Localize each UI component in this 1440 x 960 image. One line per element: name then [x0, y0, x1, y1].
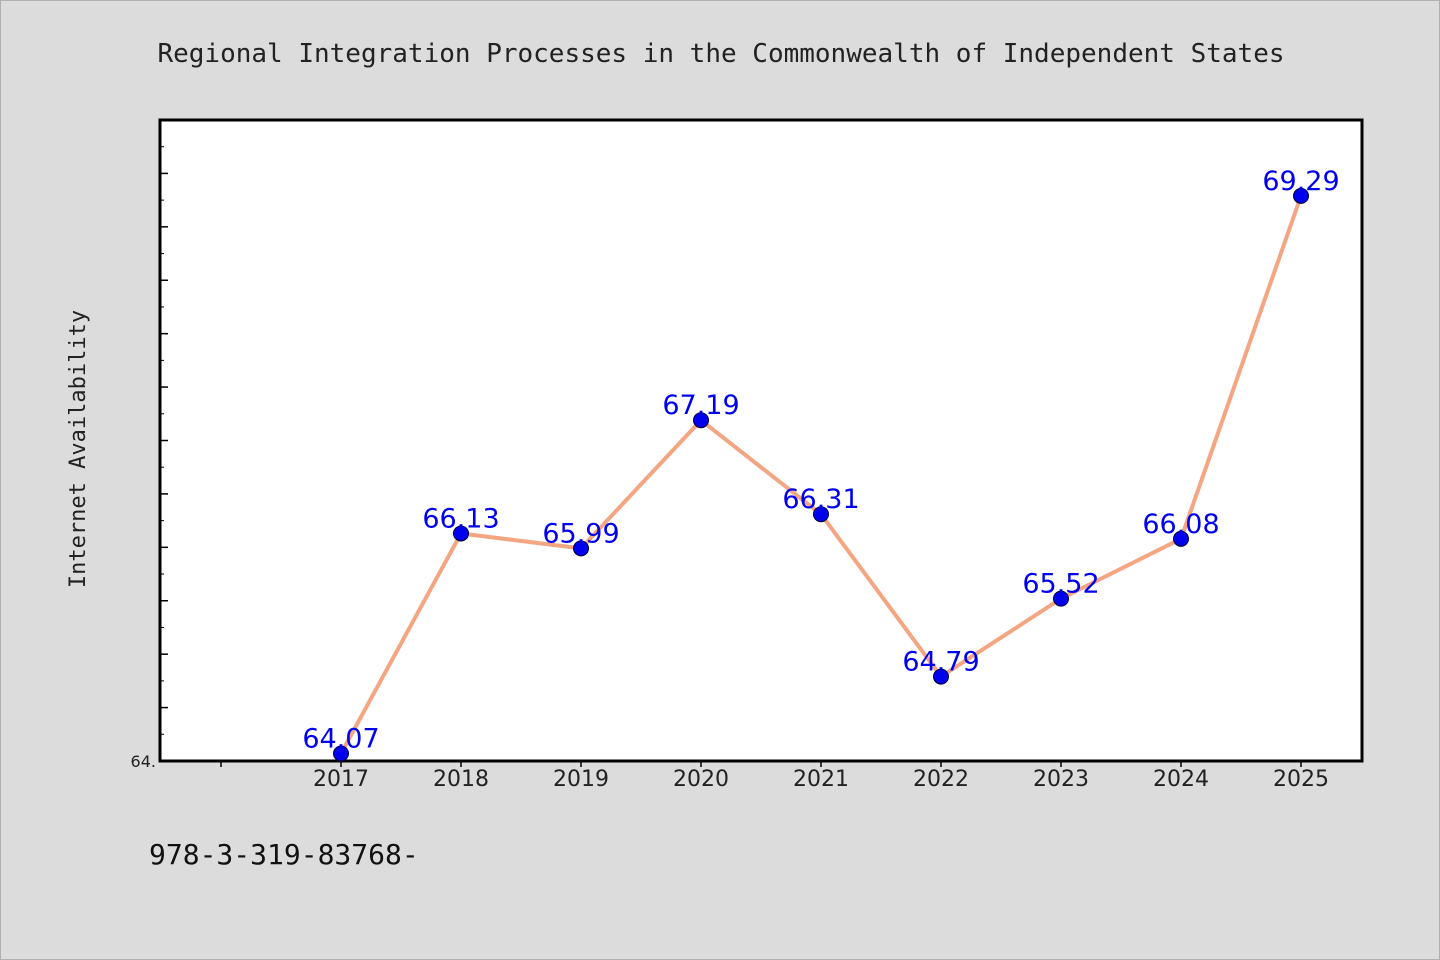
data-label: 66.31 — [782, 484, 859, 515]
data-point-marker — [1053, 590, 1069, 607]
data-point-marker — [1173, 530, 1189, 547]
x-axis-ticks: 2017 2018 2019 2020 2021 2022 2023 2024 2025 — [220, 761, 1329, 792]
data-label: 64.07 — [302, 724, 379, 755]
data-point-marker — [1293, 187, 1309, 204]
x-tick-label: 2019 — [553, 767, 609, 792]
x-tick-label: 2021 — [793, 767, 849, 792]
data-label: 66.13 — [422, 503, 499, 534]
data-label: 69.29 — [1262, 166, 1339, 197]
y-tick-label: 64. — [131, 752, 156, 771]
data-label: 64.79 — [902, 647, 979, 678]
data-label: 66.08 — [1142, 509, 1219, 540]
data-point-marker — [333, 745, 349, 762]
data-label: 65.52 — [1022, 569, 1099, 600]
data-label: 67.19 — [662, 390, 739, 421]
x-tick-label: 2020 — [673, 767, 729, 792]
plot-area — [158, 118, 1364, 763]
x-tick-label: 2017 — [313, 767, 369, 792]
x-tick-label: 2024 — [1153, 767, 1209, 792]
footer-isbn-text: 978-3-319-83768- — [149, 838, 419, 871]
data-labels: 64.07 66.13 65.99 67.19 66.31 64.79 65.52 66.08… — [302, 166, 1339, 755]
data-point-marker — [453, 525, 469, 542]
data-point-marker — [693, 412, 709, 429]
chart-title: Regional Integration Processes in the Co… — [157, 39, 1284, 69]
series-layer — [333, 187, 1309, 762]
y-axis-ticks: 64. — [131, 119, 168, 771]
x-tick-label: 2025 — [1273, 767, 1329, 792]
data-point-marker — [933, 668, 949, 685]
data-point-marker — [813, 506, 829, 523]
x-tick-label: 2018 — [433, 767, 489, 792]
x-tick-label: 2022 — [913, 767, 969, 792]
data-point-marker — [573, 540, 589, 557]
x-tick-label: 2023 — [1033, 767, 1089, 792]
y-axis-label: Internet Availability — [66, 310, 91, 588]
data-label: 65.99 — [542, 518, 619, 549]
